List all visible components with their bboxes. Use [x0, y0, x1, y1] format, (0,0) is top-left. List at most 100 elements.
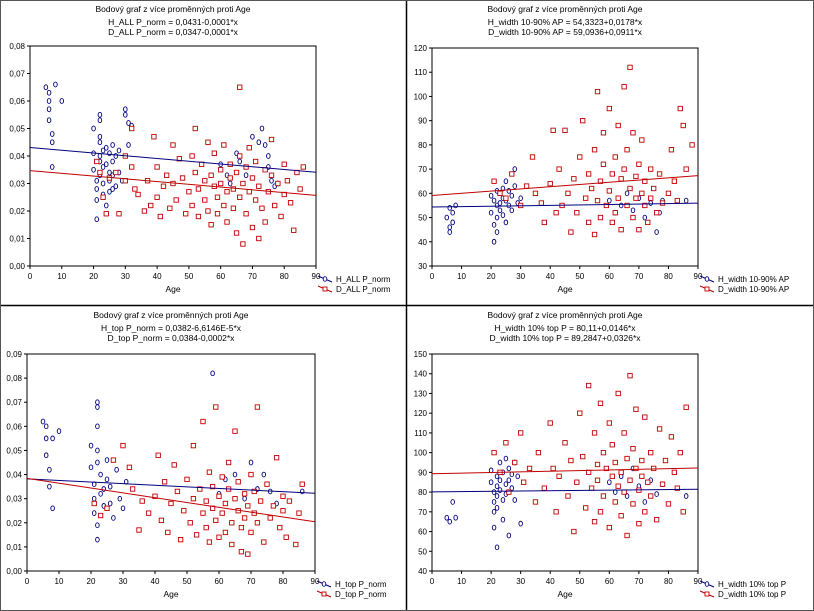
x-tick-label: 70	[634, 272, 643, 281]
data-point-circle	[98, 471, 103, 478]
y-tick-label: 0,05	[9, 125, 25, 134]
data-point-circle	[47, 483, 52, 490]
data-point-square	[603, 202, 610, 209]
data-point-circle	[624, 493, 630, 499]
data-point-square	[209, 483, 216, 490]
data-point-square	[251, 488, 257, 495]
data-point-square	[270, 503, 277, 509]
y-tick-label: 80	[418, 488, 427, 497]
data-point-square	[630, 446, 636, 452]
data-point-square	[526, 465, 533, 472]
data-point-circle	[494, 505, 500, 511]
data-point-square	[553, 210, 559, 216]
chart-title: Bodový graf z více proměnných proti Age	[488, 4, 643, 14]
y-tick-label: 50	[418, 214, 427, 223]
data-point-square	[218, 167, 224, 173]
data-point-square	[612, 459, 618, 466]
data-point-square	[518, 430, 524, 436]
data-point-square	[135, 191, 141, 198]
data-point-circle	[259, 125, 265, 132]
data-point-circle	[497, 477, 503, 484]
data-point-circle	[97, 139, 103, 146]
data-point-square	[296, 510, 302, 516]
data-point-circle	[40, 418, 46, 425]
data-point-square	[529, 154, 536, 160]
data-point-square	[243, 164, 249, 170]
data-point-circle	[607, 479, 612, 486]
data-point-square	[639, 137, 645, 143]
data-point-square	[665, 190, 672, 196]
data-point-circle	[491, 238, 497, 245]
data-point-circle	[506, 532, 512, 539]
legend-item-2: D_width 10% top P	[699, 590, 786, 599]
data-point-square	[203, 498, 209, 504]
plot-data	[27, 370, 315, 557]
data-point-square	[600, 493, 607, 499]
data-point-square	[113, 169, 119, 176]
data-point-square	[615, 195, 621, 201]
y-tick-label: 40	[418, 238, 427, 247]
data-point-circle	[88, 442, 94, 449]
data-point-circle	[43, 423, 49, 430]
data-point-circle	[47, 466, 52, 473]
y-tick-label: 120	[414, 409, 428, 418]
data-point-square	[200, 418, 206, 425]
data-point-circle	[227, 180, 233, 187]
data-point-square	[630, 130, 636, 136]
data-point-circle	[46, 98, 52, 104]
data-point-square	[100, 194, 106, 200]
data-point-square	[591, 231, 598, 238]
x-tick-label: 10	[55, 577, 64, 586]
data-point-square	[245, 503, 251, 509]
x-tick-label: 10	[457, 577, 466, 586]
x-tick-label: 80	[280, 272, 289, 281]
x-tick-label: 20	[487, 577, 496, 586]
data-point-square	[268, 136, 275, 143]
data-point-square	[284, 178, 291, 184]
data-point-circle	[53, 81, 58, 88]
series-1	[444, 166, 689, 245]
data-point-square	[245, 551, 251, 557]
data-point-square	[211, 150, 217, 156]
data-point-square	[237, 84, 243, 90]
data-point-square	[238, 524, 245, 531]
data-point-square	[491, 178, 497, 184]
data-point-square	[630, 501, 636, 507]
data-point-square	[656, 171, 663, 177]
data-point-circle	[447, 224, 452, 231]
data-point-square	[249, 175, 256, 181]
data-point-circle	[500, 212, 506, 218]
data-point-square	[568, 457, 574, 464]
x-axis-label: Age	[163, 589, 178, 599]
data-point-square	[116, 211, 122, 217]
data-point-circle	[624, 190, 630, 197]
data-point-square	[588, 185, 595, 192]
data-point-square	[224, 189, 230, 195]
data-point-square	[556, 166, 562, 172]
data-point-square	[190, 442, 197, 449]
data-point-square	[277, 524, 283, 531]
data-point-square	[257, 498, 264, 504]
data-point-square	[588, 485, 595, 491]
data-point-square	[224, 219, 230, 225]
x-tick-label: 0	[430, 577, 435, 586]
data-point-square	[221, 202, 227, 209]
data-point-square	[550, 465, 556, 472]
data-point-circle	[497, 459, 503, 466]
data-point-circle	[453, 514, 458, 521]
data-point-square	[503, 440, 509, 446]
y-tick-label: 70	[418, 165, 427, 174]
y-tick-label: 0,05	[6, 446, 22, 455]
data-point-square	[556, 473, 562, 479]
data-point-circle	[104, 202, 109, 209]
data-point-square	[249, 224, 256, 231]
data-point-circle	[243, 172, 249, 179]
legend-marker-circle	[704, 581, 710, 587]
regression-equation-1: H_ALL P_norm = 0,0431-0,0001*x	[108, 17, 239, 27]
data-point-square	[674, 197, 680, 204]
data-point-circle	[497, 200, 503, 206]
data-point-square	[129, 125, 135, 132]
data-point-square	[221, 142, 227, 148]
legend-marker-square	[322, 286, 328, 292]
data-point-circle	[59, 98, 65, 104]
